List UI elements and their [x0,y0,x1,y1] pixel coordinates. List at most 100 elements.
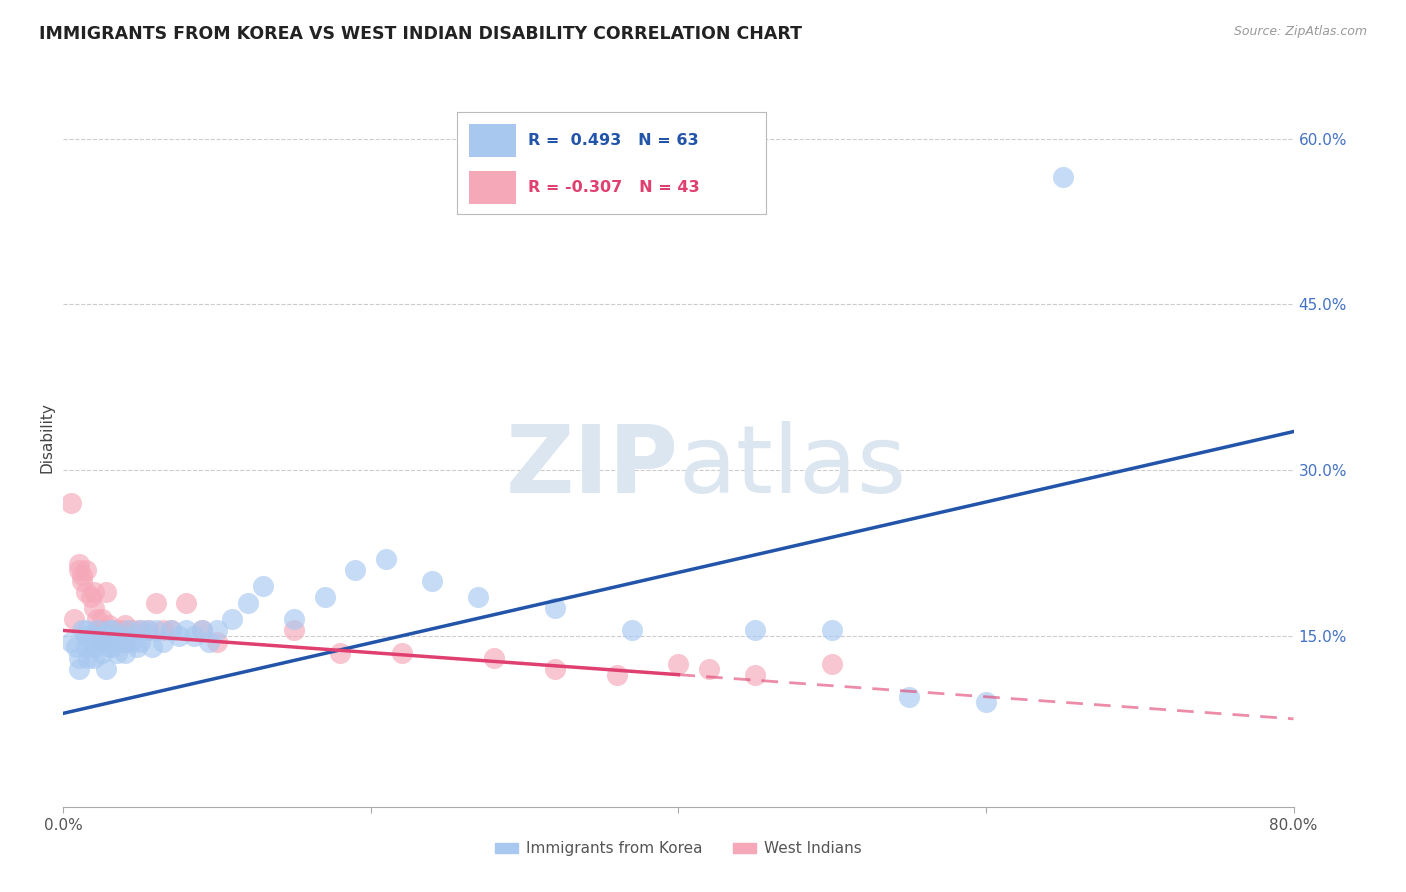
Point [114,634,136,648]
Point [544,601,567,615]
Point [141,640,163,654]
Point [544,662,567,676]
FancyBboxPatch shape [470,171,516,204]
Point [666,657,689,671]
Point [105,634,128,648]
Point [697,662,720,676]
Point [183,629,205,643]
Point [67,651,90,665]
Point [90,634,112,648]
Point [114,646,136,660]
Text: IMMIGRANTS FROM KOREA VS WEST INDIAN DISABILITY CORRELATION CHART: IMMIGRANTS FROM KOREA VS WEST INDIAN DIS… [39,25,803,43]
Text: Source: ZipAtlas.com: Source: ZipAtlas.com [1233,25,1367,38]
Point [236,596,259,610]
Point [70,574,93,588]
Point [75,584,97,599]
Point [65,640,87,654]
Point [90,634,112,648]
Point [190,624,212,638]
Point [111,624,134,638]
Point [96,662,118,676]
Point [96,584,118,599]
Point [482,651,505,665]
Point [160,624,183,638]
Point [136,624,159,638]
Text: ZIP: ZIP [506,421,678,513]
Point [391,646,413,660]
Point [198,634,221,648]
Point [152,624,174,638]
Point [283,624,305,638]
Point [83,634,105,648]
Text: R = -0.307   N = 43: R = -0.307 N = 43 [529,180,700,195]
Text: R =  0.493   N = 63: R = 0.493 N = 63 [529,133,699,148]
Point [75,624,97,638]
Point [221,612,243,626]
Point [86,624,108,638]
Point [83,651,105,665]
Point [145,596,167,610]
Point [127,640,148,654]
Point [83,629,105,643]
Point [136,624,159,638]
Point [252,579,274,593]
Point [744,624,766,638]
Point [67,563,90,577]
Point [98,624,121,638]
Point [121,624,143,638]
Point [70,624,93,638]
Point [94,629,117,643]
Point [83,601,105,615]
Point [80,591,103,605]
Point [70,568,93,582]
Point [83,584,105,599]
Point [314,591,336,605]
Point [121,634,143,648]
Point [1052,170,1074,185]
Point [974,695,997,709]
Point [205,624,228,638]
Point [174,596,197,610]
Point [606,667,628,681]
Point [98,629,121,643]
Point [821,624,844,638]
Point [375,551,398,566]
Point [167,629,190,643]
Point [90,629,112,643]
Point [344,563,367,577]
Point [621,624,644,638]
Point [67,662,90,676]
Point [75,640,97,654]
Point [190,624,212,638]
Point [744,667,766,681]
Point [59,634,82,648]
Point [76,651,98,665]
Point [283,612,305,626]
Point [75,563,97,577]
Point [898,690,921,704]
Text: atlas: atlas [678,421,907,513]
Point [329,646,352,660]
Point [129,634,152,648]
Point [145,624,167,638]
Point [101,624,124,638]
Point [83,640,105,654]
Point [105,624,128,638]
Point [63,612,86,626]
Point [101,624,124,638]
Point [129,624,152,638]
Point [129,624,152,638]
Point [80,634,103,648]
Point [821,657,844,671]
Point [205,634,228,648]
Point [422,574,444,588]
Point [86,612,108,626]
Point [86,634,108,648]
Point [105,646,128,660]
Point [98,640,121,654]
Point [59,496,82,510]
Point [117,624,139,638]
Legend: Immigrants from Korea, West Indians: Immigrants from Korea, West Indians [489,835,868,863]
Point [114,618,136,632]
FancyBboxPatch shape [470,124,516,157]
